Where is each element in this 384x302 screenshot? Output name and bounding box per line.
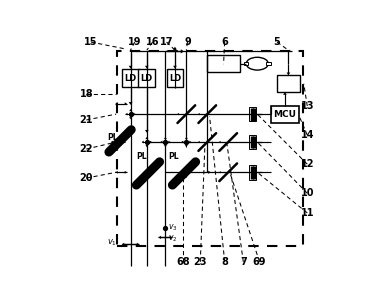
Text: LD: LD [169, 74, 181, 83]
Text: 17: 17 [160, 37, 173, 47]
Text: 14: 14 [301, 130, 314, 140]
Polygon shape [116, 102, 118, 105]
Polygon shape [185, 145, 188, 147]
Polygon shape [170, 236, 172, 239]
Polygon shape [283, 92, 287, 95]
Text: 9: 9 [184, 37, 191, 47]
Polygon shape [198, 141, 200, 143]
Polygon shape [181, 171, 183, 174]
Polygon shape [139, 69, 155, 87]
Text: LD: LD [124, 74, 137, 83]
Polygon shape [208, 171, 211, 174]
Polygon shape [249, 107, 256, 121]
Text: PL: PL [107, 133, 118, 142]
Polygon shape [145, 130, 149, 133]
Text: 8: 8 [221, 257, 228, 267]
Polygon shape [219, 171, 221, 173]
Polygon shape [164, 137, 167, 139]
Polygon shape [173, 66, 177, 69]
Polygon shape [159, 236, 161, 239]
Text: 5: 5 [274, 37, 280, 47]
Polygon shape [129, 66, 132, 69]
Text: 23: 23 [194, 257, 207, 267]
Polygon shape [122, 69, 139, 87]
Polygon shape [116, 171, 118, 174]
Polygon shape [125, 171, 127, 174]
Polygon shape [137, 243, 139, 246]
Polygon shape [277, 75, 300, 92]
Text: 16: 16 [146, 37, 159, 47]
Polygon shape [181, 141, 183, 143]
Text: 10: 10 [301, 188, 314, 198]
Text: 11: 11 [301, 208, 314, 218]
Ellipse shape [246, 57, 268, 70]
Polygon shape [126, 113, 127, 116]
Text: 68: 68 [176, 257, 190, 267]
Text: $v_3$: $v_3$ [168, 222, 178, 233]
Text: PL: PL [168, 152, 179, 161]
Polygon shape [134, 113, 136, 116]
Text: 15: 15 [84, 37, 98, 47]
Polygon shape [207, 55, 240, 72]
Polygon shape [122, 141, 125, 143]
Text: 13: 13 [301, 101, 314, 111]
Polygon shape [189, 141, 192, 143]
Polygon shape [185, 137, 188, 139]
Polygon shape [185, 167, 188, 169]
Text: PL: PL [136, 152, 147, 161]
Polygon shape [164, 145, 167, 147]
Polygon shape [266, 62, 270, 65]
Text: 6: 6 [221, 37, 228, 47]
Text: 20: 20 [79, 173, 93, 183]
Polygon shape [146, 145, 148, 147]
Polygon shape [142, 141, 144, 143]
Polygon shape [219, 141, 221, 143]
Text: $v_1$: $v_1$ [107, 238, 117, 249]
Polygon shape [189, 171, 192, 174]
Polygon shape [286, 72, 290, 75]
Polygon shape [150, 141, 152, 143]
Text: 12: 12 [301, 159, 314, 169]
Text: 18: 18 [79, 89, 93, 99]
Polygon shape [125, 102, 127, 105]
Polygon shape [181, 49, 184, 53]
Polygon shape [129, 117, 132, 119]
Polygon shape [167, 69, 183, 87]
Text: MCU: MCU [273, 110, 296, 119]
Text: 22: 22 [79, 144, 93, 154]
Polygon shape [173, 47, 177, 50]
Polygon shape [145, 66, 149, 69]
Text: 21: 21 [79, 115, 93, 125]
Polygon shape [111, 141, 113, 143]
Polygon shape [129, 109, 132, 111]
Polygon shape [122, 243, 124, 246]
Text: 7: 7 [240, 257, 247, 267]
Polygon shape [244, 62, 248, 65]
Text: 69: 69 [253, 257, 266, 267]
Polygon shape [146, 137, 148, 139]
Polygon shape [160, 141, 162, 143]
Polygon shape [177, 113, 179, 115]
Polygon shape [129, 102, 132, 105]
Polygon shape [198, 113, 200, 115]
Polygon shape [169, 141, 170, 143]
Text: 19: 19 [128, 37, 141, 47]
Text: LD: LD [141, 74, 153, 83]
Polygon shape [249, 165, 256, 180]
Polygon shape [249, 135, 256, 149]
Polygon shape [271, 106, 299, 124]
Text: $v_2$: $v_2$ [168, 234, 178, 244]
Polygon shape [185, 175, 188, 177]
